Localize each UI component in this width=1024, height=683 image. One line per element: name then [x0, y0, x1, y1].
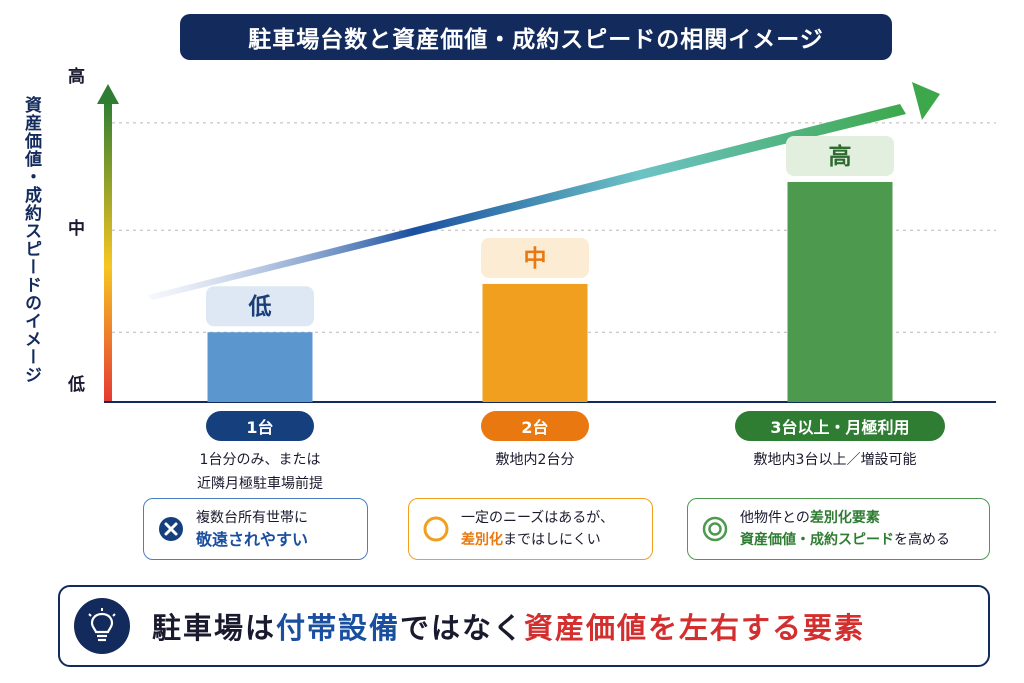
bar-label-box-1 [206, 286, 314, 327]
footer-part3: ではなく [400, 611, 525, 645]
footer-part1: 駐車場は [152, 611, 277, 645]
footer-part2: 付帯設備 [276, 611, 401, 645]
bar-2 [482, 283, 588, 402]
y-axis-label: 資産価値・成約スピードのイメージ [21, 96, 41, 384]
note-2-line2: まではしにくい [503, 532, 601, 548]
bar-label-box-3 [786, 135, 894, 176]
footer-message: 駐車場は付帯設備ではなく資産価値を左右する要素 [58, 585, 990, 667]
category-desc-3: 敷地内3台以上／増設可能 [753, 452, 917, 468]
y-tick-high: 高 [68, 67, 85, 87]
bar-1 [207, 332, 313, 402]
double-circle-icon [702, 516, 728, 542]
bar-label-1: 低 [248, 294, 272, 320]
bar-label-3: 高 [829, 143, 852, 170]
note-2-emphasis: 差別化 [461, 532, 503, 548]
note-2-line1: 一定のニーズはあるが、 [461, 510, 615, 526]
note-3-emphasis-2: 資産価値・成約スピード [740, 532, 894, 548]
category-label-2: 2台 [481, 411, 589, 441]
y-axis-gradient [104, 100, 112, 402]
circle-icon [423, 516, 449, 542]
bar-label-2: 中 [524, 246, 547, 272]
y-tick-mid: 中 [68, 219, 85, 239]
cross-circle-icon [158, 516, 184, 542]
category-desc-2: 敷地内2台分 [495, 452, 575, 468]
trend-arrow [148, 104, 906, 300]
y-axis-arrow-icon [97, 84, 119, 104]
note-1-emphasis: 敬遠されやすい [196, 529, 309, 549]
y-tick-low: 低 [68, 375, 85, 395]
lightbulb-icon [74, 598, 130, 654]
footer-part4: 資産価値を左右する要素 [524, 611, 866, 645]
note-1-line1: 複数台所有世帯に [196, 509, 308, 526]
note-box-1: 複数台所有世帯に 敬遠されやすい [143, 498, 368, 560]
note-3-prefix: 他物件との [740, 510, 810, 526]
category-label-1: 1台 [206, 411, 314, 441]
note-box-3: 他物件との差別化要素資産価値・成約スピードを高める [687, 498, 990, 560]
category-desc-1: 1台分のみ、または 近隣月極駐車場前提 [197, 452, 323, 492]
category-label-3: 3台以上・月極利用 [735, 411, 945, 441]
note-3-line2: を高める [894, 532, 950, 548]
trend-arrow-head [912, 82, 940, 120]
bar-label-box-2 [481, 237, 589, 278]
bar-3 [787, 181, 893, 402]
note-3-emphasis: 差別化要素 [809, 510, 880, 526]
chart-title: 駐車場台数と資産価値・成約スピードの相関イメージ [180, 14, 892, 60]
note-box-2: 一定のニーズはあるが、 差別化まではしにくい [408, 498, 653, 560]
